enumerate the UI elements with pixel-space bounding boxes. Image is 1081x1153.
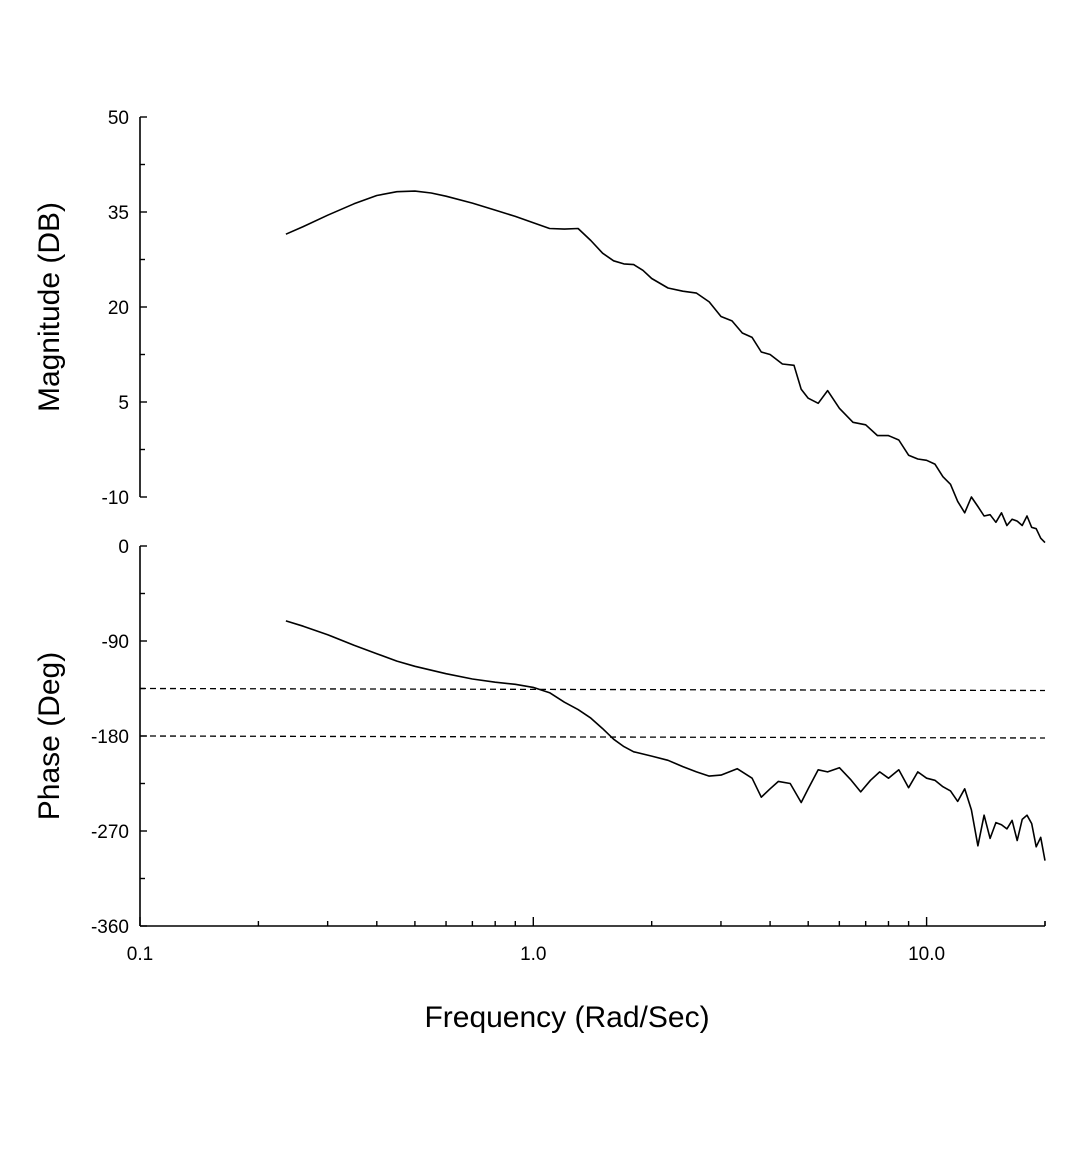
magnitude-curve: [285, 190, 1046, 544]
magnitude-y-tick-label: 50: [108, 108, 129, 129]
magnitude-y-axis-title: Magnitude (DB): [33, 202, 66, 412]
phase-y-tick-label: 0: [118, 537, 129, 558]
phase-reference-lines: [139, 687, 1046, 739]
phase-curve: [285, 620, 1046, 861]
phase-reference-line: [139, 687, 1046, 692]
magnitude-y-tick-label: -10: [102, 488, 129, 509]
phase-y-tick-label: -360: [91, 917, 129, 938]
magnitude-y-tick-label: 35: [108, 203, 129, 224]
x-tick-label: 10.0: [908, 944, 945, 965]
x-tick-label: 1.0: [520, 944, 546, 965]
phase-x-ticks: 0.1 1.0 10.0: [127, 917, 1046, 965]
magnitude-y-tick-label: 20: [108, 298, 129, 319]
phase-panel: -360-270-180-900 0.1 1.0 10.0 Phase (Deg) …: [33, 537, 1046, 1034]
x-axis-title: Frequency (Rad/Sec): [424, 1001, 709, 1034]
magnitude-y-ticks: -10 5 20 35 50: [102, 108, 147, 509]
phase-y-tick-label: -90: [102, 632, 129, 653]
phase-y-tick-label: -180: [91, 727, 129, 748]
x-tick-label: 0.1: [127, 944, 153, 965]
phase-y-ticks: -360 -270 -180 -90 0: [91, 537, 147, 938]
magnitude-y-tick-label: 5: [118, 393, 129, 414]
phase-y-tick-label: -270: [91, 822, 129, 843]
phase-y-axis-title: Phase (Deg): [33, 652, 66, 820]
phase-reference-line: [139, 735, 1046, 739]
magnitude-panel: -10 5 20 35 50 Magnitude (DB): [33, 108, 1046, 544]
